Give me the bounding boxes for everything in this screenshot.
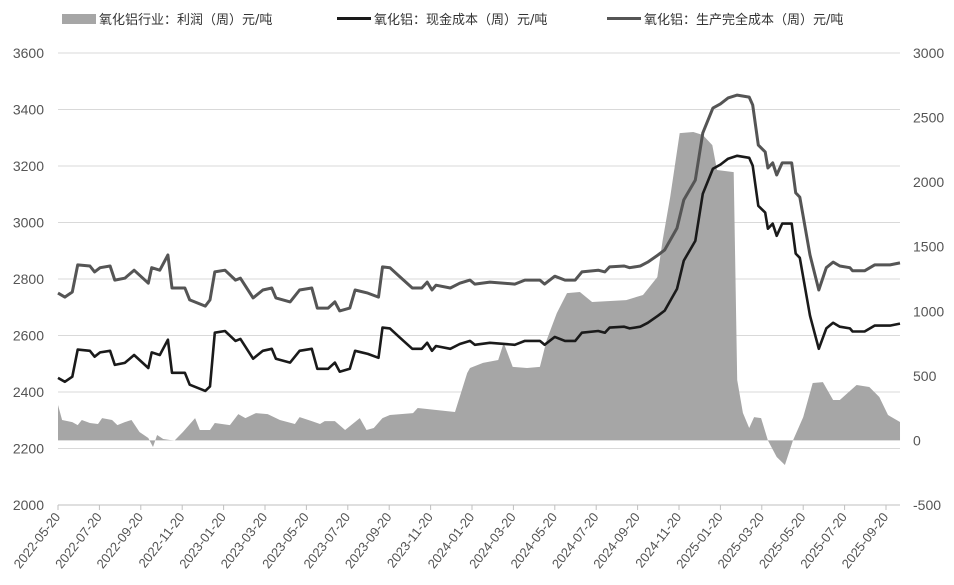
right-axis-tick-label: 2000: [913, 174, 944, 190]
left-axis-tick-label: 2200: [13, 441, 44, 457]
right-axis-tick-label: 3000: [913, 45, 944, 61]
legend-swatch-cash-cost: [337, 17, 371, 20]
cash-cost-line: [57, 154, 901, 393]
legend-item-profit: 氧化铝行业：利润（周）元/吨: [62, 9, 272, 28]
legend-swatch-profit: [62, 13, 96, 24]
right-axis-tick-label: 2500: [913, 110, 944, 126]
right-axis-tick-label: 500: [913, 368, 937, 384]
legend-swatch-full-cost: [607, 17, 641, 20]
series-2: [57, 93, 901, 313]
full-cost-line: [57, 93, 901, 313]
right-axis-tick-label: 1000: [913, 303, 944, 319]
series-1: [57, 154, 901, 393]
left-axis-tick-label: 3400: [13, 102, 44, 118]
left-axis-tick-label: 3600: [13, 45, 44, 61]
left-axis-tick-label: 2000: [13, 497, 44, 513]
legend-label-profit: 氧化铝行业：利润（周）元/吨: [99, 13, 273, 28]
legend-item-cash-cost: 氧化铝：现金成本（周）元/吨: [337, 9, 547, 28]
left-axis-tick-label: 3000: [13, 215, 44, 231]
profit-area: [58, 132, 901, 465]
right-axis-tick-label: 1500: [913, 239, 944, 255]
legend-item-full-cost: 氧化铝：生产完全成本（周）元/吨: [607, 9, 843, 28]
left-axis-tick-label: 2600: [13, 328, 44, 344]
left-axis-tick-label: 2400: [13, 384, 44, 400]
right-axis-tick-label: -500: [913, 497, 941, 513]
legend-label-full-cost: 氧化铝：生产完全成本（周）元/吨: [644, 13, 844, 28]
right-axis-tick-label: 0: [913, 432, 921, 448]
legend-label-cash-cost: 氧化铝：现金成本（周）元/吨: [374, 13, 548, 28]
series-0: [58, 132, 901, 465]
left-axis-tick-label: 3200: [13, 158, 44, 174]
left-axis-tick-label: 2800: [13, 271, 44, 287]
legend: 氧化铝行业：利润（周）元/吨 氧化铝：现金成本（周）元/吨 氧化铝：生产完全成本…: [0, 6, 954, 30]
